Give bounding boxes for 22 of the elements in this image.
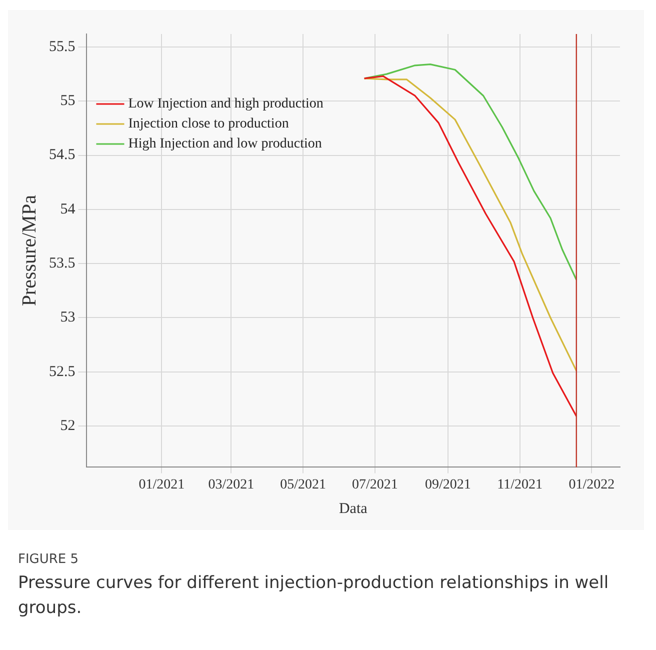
y-tick-label: 53.5	[49, 256, 76, 272]
legend-label: High Injection and low production	[128, 136, 322, 152]
y-tick-label: 52.5	[49, 364, 76, 380]
y-tick-label: 55.5	[49, 38, 76, 55]
legend-label: Injection close to production	[128, 116, 289, 132]
x-tick-label: 01/2021	[138, 477, 185, 492]
x-axis-title: Data	[338, 500, 368, 517]
y-tick-label: 54.5	[49, 147, 76, 164]
y-tick-label: 53	[60, 310, 76, 326]
legend-label: Low Injection and high production	[128, 96, 324, 112]
x-tick-label: 03/2021	[208, 477, 254, 492]
x-tick-label: 01/2022	[568, 477, 615, 492]
x-tick-label: 05/2021	[280, 477, 326, 492]
y-tick-label: 52	[60, 418, 76, 434]
text: Pressure curves for different injection-production relationships in well groups.	[18, 572, 610, 620]
caption: FIGURE 5	[18, 552, 80, 567]
y-tick-label: 55	[60, 93, 76, 110]
x-tick-label: 07/2021	[352, 477, 398, 492]
x-tick-label: 11/2021	[497, 477, 543, 492]
y-axis-title: Pressure/MPa	[18, 194, 40, 306]
x-tick-label: 09/2021	[425, 477, 471, 492]
y-tick-label: 54	[60, 201, 76, 218]
